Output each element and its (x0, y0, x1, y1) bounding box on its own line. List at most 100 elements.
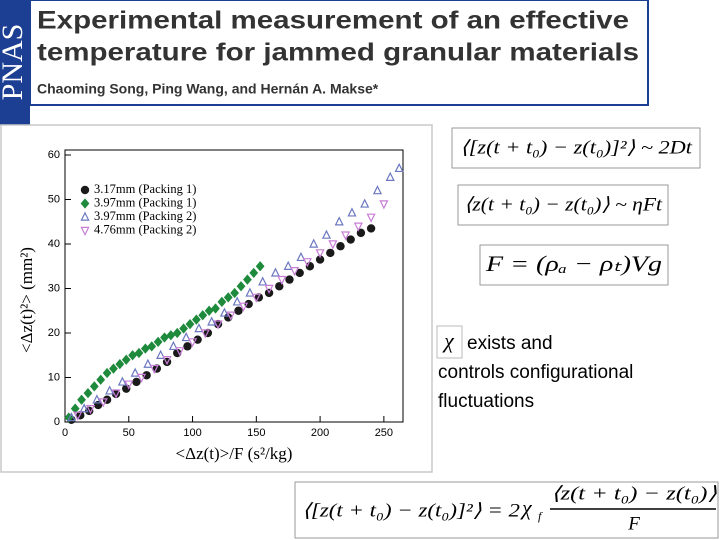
subscript: f (538, 509, 543, 523)
equation-box (451, 127, 701, 169)
data-point (168, 340, 178, 351)
data-point (98, 398, 108, 408)
legend-marker (80, 198, 90, 209)
data-point (128, 350, 137, 361)
equation: ⟨[z(t + t₀) − z(t₀)]²⟩ ~ 2Dt (460, 137, 693, 158)
data-point (166, 330, 176, 341)
data-point (285, 275, 294, 284)
data-point (379, 200, 389, 210)
data-point (156, 349, 166, 359)
journal-strip (0, 0, 30, 125)
data-point (243, 274, 252, 285)
data-point (213, 320, 223, 330)
data-point (160, 332, 169, 343)
data-point (336, 242, 345, 251)
data-point (70, 403, 80, 414)
data-point (194, 323, 204, 333)
data-point (187, 338, 198, 348)
data-point (219, 307, 230, 317)
data-point (175, 347, 185, 357)
x-tick-label: 0 (62, 427, 68, 439)
data-point (124, 380, 134, 390)
data-point (385, 171, 395, 181)
data-point (270, 267, 281, 277)
data-point (277, 275, 287, 286)
data-point (109, 363, 118, 374)
data-point (290, 267, 300, 277)
data-point (230, 287, 240, 299)
data-point (149, 364, 159, 375)
data-point (326, 248, 335, 258)
x-tick-label: 250 (375, 427, 393, 439)
data-point (92, 394, 102, 404)
paper-title: Experimental measurement of an effective (37, 7, 629, 35)
data-point (366, 213, 376, 223)
x-tick-label: 150 (247, 427, 265, 439)
data-point (258, 276, 268, 286)
data-point (204, 305, 214, 316)
data-point (245, 287, 255, 297)
data-point (79, 403, 89, 413)
data-point (134, 347, 144, 359)
data-point (172, 327, 182, 339)
data-point (130, 367, 140, 377)
data-point (251, 293, 261, 303)
data-point (115, 359, 125, 370)
data-point (341, 231, 351, 241)
data-point (179, 323, 189, 334)
data-point (366, 224, 376, 233)
statement-text: controls configurational (438, 362, 633, 383)
data-point (200, 329, 210, 339)
data-point (211, 303, 220, 314)
x-tick-label: 200 (311, 427, 329, 439)
y-tick-label: 0 (54, 416, 60, 428)
data-point (244, 299, 253, 309)
data-point (83, 387, 93, 399)
data-point (302, 258, 312, 268)
data-point (249, 267, 259, 279)
legend-marker (80, 211, 90, 221)
data-point (117, 376, 127, 386)
data-point (105, 385, 115, 395)
legend-label: 4.76mm (Packing 2) (94, 222, 196, 236)
equation: F = (ρₐ − ρₜ)Vg (485, 251, 662, 276)
data-point (77, 394, 86, 405)
chart: 0 50 100 150 200 250 0 10 20 30 40 50 60 <Δz(t)>/F (s… (17, 149, 404, 463)
data-point (102, 367, 112, 379)
data-point (193, 335, 202, 344)
legend-label: 3.97mm (Packing 1) (94, 195, 196, 209)
x-tick-label: 100 (183, 427, 201, 439)
statement-text: exists and (467, 333, 553, 354)
data-point (66, 412, 76, 422)
plot-frame (64, 149, 404, 423)
y-axis-label: <Δz(t)²> (mm²) (17, 247, 36, 353)
symbol: χ (442, 328, 455, 353)
data-point (121, 354, 131, 365)
data-point (217, 296, 227, 307)
symbol: χ (520, 495, 533, 520)
figure-frame (0, 124, 433, 473)
data-point (255, 261, 265, 272)
journal-name: PNAS (0, 24, 29, 101)
data-point (183, 342, 192, 351)
legend-marker (80, 185, 90, 195)
header-box (29, 0, 649, 106)
data-point (136, 373, 147, 383)
data-point (142, 371, 151, 380)
data-point (96, 374, 106, 385)
equation-box (294, 481, 719, 539)
paper-authors: Chaoming Song, Ping Wang, and Hernán A. … (37, 81, 379, 97)
y-tick-label: 10 (48, 371, 60, 383)
y-tick-label: 60 (48, 149, 60, 161)
equation: ⟨z(t + t₀) − z(t₀)⟩ ~ ηFt (464, 194, 663, 215)
equation-box (457, 184, 669, 226)
paper-title: temperature for jammed granular material… (37, 39, 639, 67)
data-point (223, 292, 233, 303)
data-point (360, 198, 370, 208)
symbol-box (436, 325, 463, 359)
legend-label: 3.97mm (Packing 2) (94, 209, 196, 223)
legend-label: 3.17mm (Packing 1) (94, 182, 196, 196)
data-point (346, 235, 355, 244)
data-point (283, 260, 293, 270)
